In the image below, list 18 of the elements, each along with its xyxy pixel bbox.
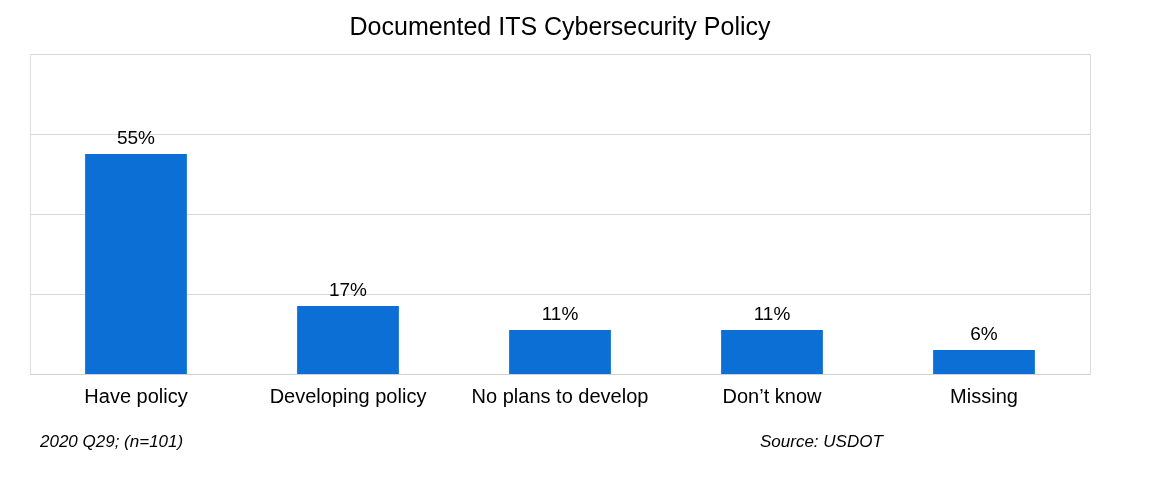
text: 2020 Q29; (n=101) — [39, 432, 184, 451]
bar — [509, 330, 611, 374]
bar — [85, 154, 187, 374]
x-tick-label: Developing policy — [269, 384, 427, 407]
x-tick-label: Have policy — [84, 384, 188, 407]
bar — [933, 350, 1035, 374]
x-tick-label: No plans to develop — [471, 384, 649, 407]
source-note: Source: USDOT — [760, 432, 885, 451]
data-label: 17% — [328, 279, 368, 300]
x-tick-label: Missing — [950, 384, 1018, 407]
data-label: 55% — [116, 127, 156, 148]
x-tick-label: Don’t know — [722, 384, 823, 407]
chart-title: Documented ITS Cybersecurity Policy — [349, 12, 771, 40]
data-label: 11% — [753, 303, 791, 324]
data-label: 6% — [970, 323, 998, 344]
data-label: 11% — [541, 303, 579, 324]
bar — [297, 306, 399, 374]
bar — [721, 330, 823, 374]
